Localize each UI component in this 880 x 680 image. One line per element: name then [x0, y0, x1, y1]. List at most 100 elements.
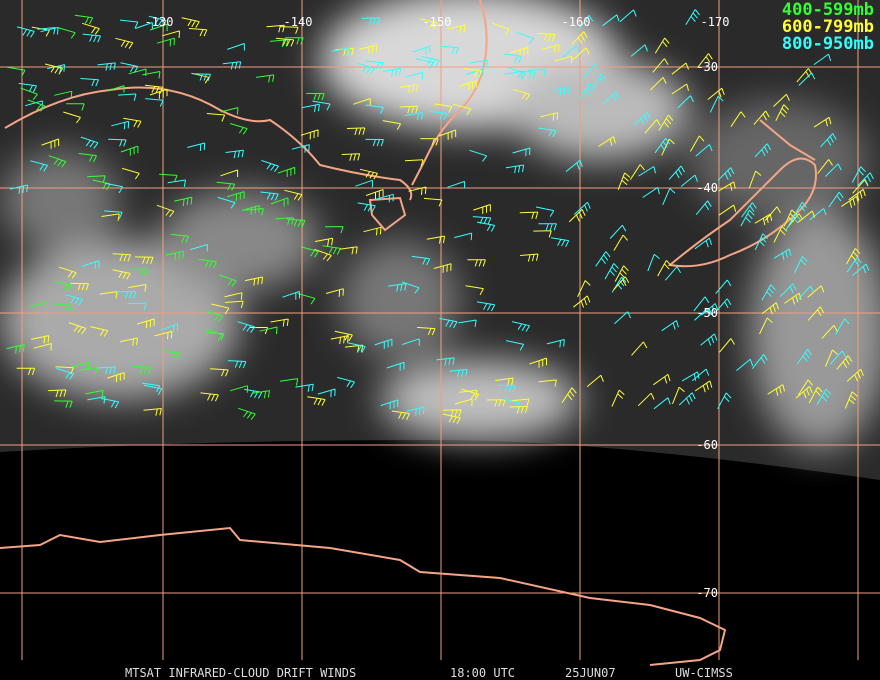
wind-barb	[285, 37, 304, 45]
wind-barb	[578, 83, 594, 99]
wind-barb	[90, 326, 109, 337]
wind-barb	[108, 138, 127, 147]
wind-barb	[836, 355, 853, 370]
wind-barb	[797, 379, 813, 396]
wind-barb	[325, 226, 344, 234]
wind-barb	[79, 366, 98, 375]
wind-barb	[792, 201, 808, 218]
wind-barb	[112, 269, 131, 280]
wind-barb	[300, 129, 319, 140]
wind-barb	[798, 72, 816, 86]
wind-barb	[291, 144, 310, 153]
wind-barb	[807, 285, 825, 298]
wind-barb	[9, 184, 28, 194]
wind-barb	[511, 321, 531, 332]
wind-barb	[144, 384, 163, 396]
wind-barb	[657, 260, 672, 277]
wind-barb	[40, 27, 59, 35]
wind-barb	[546, 339, 565, 348]
wind-barb	[312, 100, 331, 111]
wind-barb	[404, 112, 424, 121]
wind-barb	[423, 197, 443, 207]
wind-barb	[415, 58, 434, 69]
wind-barb	[654, 37, 670, 54]
wind-barb	[216, 181, 236, 191]
wind-barb	[487, 399, 506, 407]
wind-barb	[773, 248, 792, 261]
legend-entry: 600-799mb	[782, 17, 874, 37]
wind-barb	[761, 302, 780, 315]
wind-barb	[374, 338, 393, 349]
wind-barb	[187, 142, 206, 152]
wind-barb	[106, 372, 125, 383]
wind-barb	[846, 257, 862, 273]
wind-barb	[752, 354, 768, 369]
wind-barb	[101, 213, 120, 221]
wind-barb	[222, 61, 242, 70]
wind-barb	[149, 88, 168, 99]
wind-barb	[473, 204, 491, 215]
wind-barb	[156, 204, 175, 218]
wind-barb	[81, 260, 100, 269]
wind-barb	[550, 237, 570, 248]
wind-barb	[519, 211, 539, 220]
wind-barb	[613, 276, 630, 291]
wind-barb	[284, 189, 303, 201]
wind-barb	[97, 62, 116, 71]
wind-barb	[825, 349, 838, 367]
wind-barb	[20, 87, 38, 101]
wind-barb	[404, 159, 424, 167]
wind-barb	[85, 389, 104, 398]
wind-barb	[642, 186, 660, 198]
wind-barb	[205, 332, 225, 341]
wind-barb	[512, 147, 531, 157]
wind-barb	[571, 31, 588, 46]
wind-barb	[695, 200, 712, 216]
wind-barb	[554, 55, 573, 64]
wind-barb	[120, 145, 139, 156]
wind-barb	[470, 59, 489, 68]
wind-barb	[80, 136, 99, 149]
wind-barb	[527, 68, 546, 76]
wind-barb	[689, 135, 705, 152]
wind-barb	[609, 224, 627, 239]
wind-barb	[754, 143, 772, 158]
wind-barb	[509, 405, 528, 414]
wind-barb	[447, 24, 466, 34]
wind-barb	[709, 95, 724, 113]
wind-barb	[629, 164, 645, 180]
wind-barb	[586, 374, 604, 388]
wind-barb	[277, 166, 296, 177]
wind-barb	[225, 300, 244, 309]
wind-barb	[357, 62, 375, 75]
wind-barb	[162, 30, 180, 38]
wind-barb	[428, 110, 448, 121]
wind-barb	[662, 188, 676, 206]
wind-barb	[128, 302, 147, 310]
wind-barb	[210, 368, 229, 377]
wind-barb	[270, 197, 289, 207]
longitude-label: -140	[284, 15, 313, 29]
wind-barb	[297, 293, 316, 305]
wind-barb	[775, 104, 789, 122]
wind-barb	[314, 237, 334, 247]
wind-barb	[18, 82, 37, 93]
wind-barb	[497, 384, 516, 393]
wind-barb	[359, 44, 378, 54]
wind-barb	[796, 349, 813, 365]
wind-barb	[653, 397, 671, 410]
longitude-label: -160	[562, 15, 591, 29]
wind-barb	[846, 248, 861, 265]
wind-barb	[211, 303, 230, 315]
wind-barb	[672, 386, 685, 405]
wind-barb	[426, 235, 445, 244]
wind-barb	[249, 327, 269, 335]
wind-barb	[68, 322, 87, 335]
wind-barb	[700, 333, 718, 346]
wind-barb	[275, 217, 294, 225]
wind-barb	[154, 330, 173, 340]
wind-barb	[650, 76, 667, 91]
wind-barb	[516, 31, 534, 45]
wind-barb	[205, 310, 223, 322]
